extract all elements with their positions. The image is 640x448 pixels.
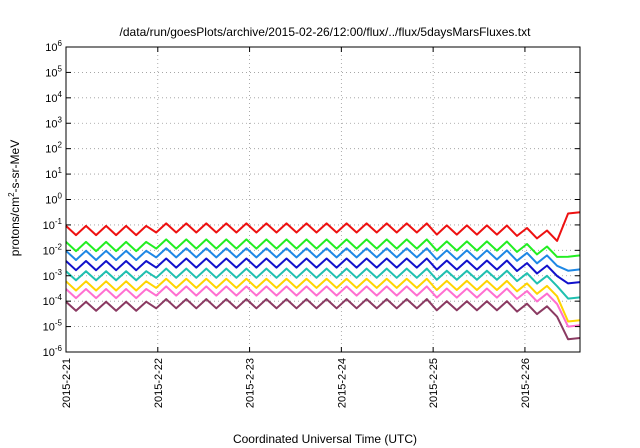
x-tick-label: 2015-2-22: [153, 358, 165, 408]
y-tick-label: 10-3: [43, 268, 63, 283]
series-line-5: [65, 267, 581, 300]
y-tick-label-exponent: -2: [55, 242, 63, 251]
y-tick-label-base: 10: [45, 93, 57, 105]
y-tick-label-base: 10: [45, 144, 57, 156]
y-tick-label-exponent: 6: [58, 39, 63, 48]
y-tick-label: 106: [45, 39, 62, 54]
y-tick-label-exponent: 0: [58, 192, 63, 201]
chart-title: /data/run/goesPlots/archive/2015-02-26/1…: [120, 25, 532, 39]
x-tick-label: 2015-2-24: [336, 358, 348, 408]
y-tick-label-exponent: -1: [55, 217, 63, 226]
y-tick-label-base: 10: [45, 169, 57, 181]
series-line-7: [65, 285, 581, 328]
y-tick-label: 10-5: [43, 319, 63, 334]
y-tick-label: 100: [45, 192, 62, 207]
y-tick-label-exponent: 1: [58, 166, 63, 175]
series-line-1: [65, 211, 581, 242]
y-tick-label-base: 10: [43, 347, 55, 359]
series-line-8: [65, 298, 581, 341]
series-line-4: [65, 257, 581, 285]
x-tick-label: 2015-2-23: [245, 358, 257, 408]
series-line-2: [65, 238, 581, 258]
y-tick-label-base: 10: [43, 271, 55, 283]
y-tick-label: 104: [45, 90, 62, 105]
x-tick-label: 2015-2-26: [520, 358, 532, 408]
y-axis-title-superscript: 2: [7, 192, 16, 197]
y-tick-label: 103: [45, 115, 62, 130]
x-tick-label: 2015-2-25: [428, 358, 440, 408]
y-tick-label-exponent: 4: [58, 90, 63, 99]
y-tick-label-exponent: -4: [55, 293, 63, 302]
y-tick-label-exponent: -5: [55, 319, 63, 328]
series-line-3: [65, 247, 581, 272]
y-tick-label: 105: [45, 64, 62, 79]
y-tick-label: 10-4: [43, 293, 63, 308]
y-tick-label-exponent: 3: [58, 115, 63, 124]
x-axis-title: Coordinated Universal Time (UTC): [233, 432, 417, 446]
y-tick-label-base: 10: [45, 118, 57, 130]
y-tick-label-exponent: -6: [55, 344, 63, 353]
y-tick-label-base: 10: [43, 245, 55, 257]
y-tick-label-base: 10: [43, 220, 55, 232]
y-tick-label-exponent: 5: [58, 64, 63, 73]
y-tick-label-base: 10: [45, 42, 57, 54]
y-tick-label-base: 10: [45, 195, 57, 207]
y-tick-label-exponent: -3: [55, 268, 63, 277]
y-tick-label-exponent: 2: [58, 141, 63, 150]
axes: 10-610-510-410-310-210-11001011021031041…: [43, 39, 580, 408]
y-tick-label: 10-1: [43, 217, 63, 232]
y-tick-label-base: 10: [43, 322, 55, 334]
y-axis-title-prefix: protons/cm: [8, 197, 22, 256]
y-tick-label: 102: [45, 141, 62, 156]
y-axis-title-suffix: -s-sr-MeV: [8, 140, 22, 193]
y-tick-label: 101: [45, 166, 62, 181]
y-tick-label: 10-2: [43, 242, 63, 257]
y-tick-label: 10-6: [43, 344, 63, 359]
series-line-6: [65, 277, 581, 323]
y-tick-label-base: 10: [45, 67, 57, 79]
grid: [66, 47, 580, 352]
x-tick-label: 2015-2-21: [61, 358, 73, 408]
y-tick-label-base: 10: [43, 296, 55, 308]
series-layer: [65, 211, 581, 341]
y-axis-title: protons/cm2-s-sr-MeV: [7, 140, 22, 256]
